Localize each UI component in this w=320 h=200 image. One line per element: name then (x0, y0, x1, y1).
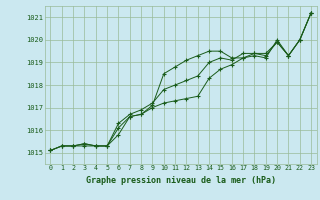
X-axis label: Graphe pression niveau de la mer (hPa): Graphe pression niveau de la mer (hPa) (86, 176, 276, 185)
